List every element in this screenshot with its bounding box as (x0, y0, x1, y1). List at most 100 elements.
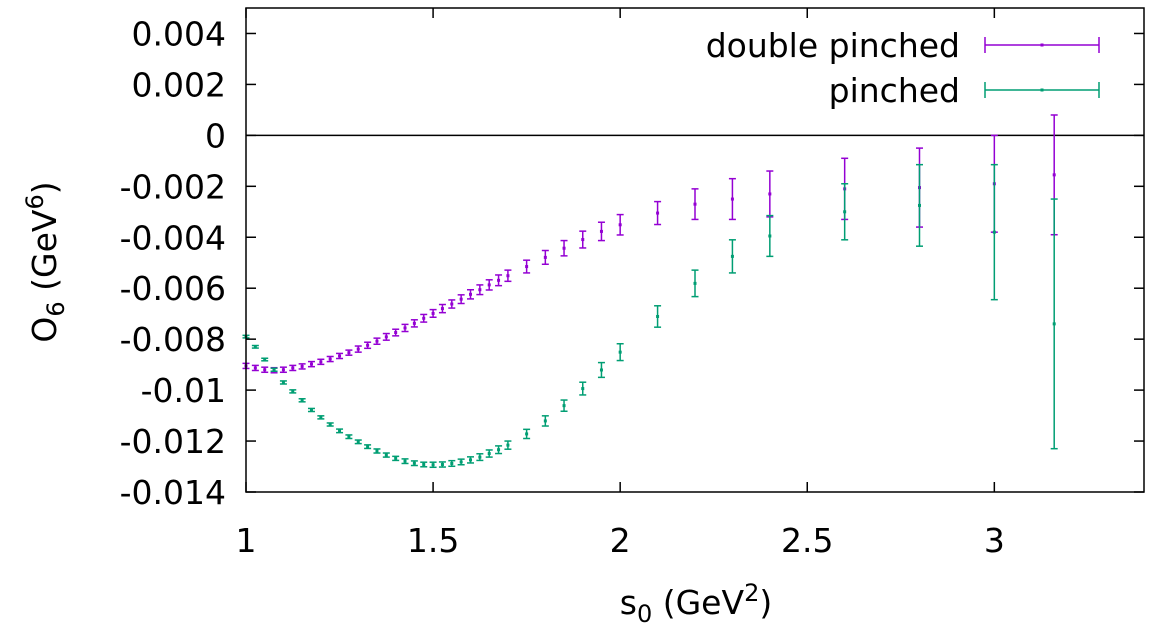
error-bar (728, 239, 736, 274)
data-point (412, 461, 416, 465)
y-tick-label: -0.004 (120, 218, 226, 257)
error-bar (654, 305, 662, 328)
data-point (403, 326, 407, 330)
error-bar (438, 461, 446, 468)
x-tick-label: 1.5 (407, 521, 459, 560)
error-bar (364, 341, 372, 350)
data-point (384, 335, 388, 339)
legend-marker (1040, 88, 1044, 92)
data-point (422, 316, 426, 320)
legend-entry-0: double pinched (706, 26, 1100, 65)
x-tick-label: 2.5 (781, 521, 833, 560)
x-axis-title-close: ) (759, 583, 772, 622)
data-point (599, 229, 603, 233)
error-bar (326, 355, 334, 363)
data-point (656, 211, 660, 215)
error-bar (523, 259, 531, 274)
error-bar (476, 284, 484, 296)
error-bar (373, 337, 381, 346)
data-point (281, 380, 285, 384)
error-bar (523, 428, 531, 440)
error-bar (485, 279, 493, 291)
error-bar (261, 366, 269, 374)
y-tick-label: 0.002 (132, 65, 226, 104)
data-point (450, 461, 454, 465)
data-point (487, 452, 491, 456)
y-tick-label: 0 (205, 116, 226, 155)
y-axis-title: O6 (GeV6) (21, 181, 70, 342)
error-bar (448, 299, 456, 309)
error-bar (766, 214, 774, 258)
data-point (992, 230, 996, 234)
data-point (478, 455, 482, 459)
error-bar (251, 344, 259, 349)
data-point (338, 429, 342, 433)
data-point (487, 283, 491, 287)
data-point (366, 445, 370, 449)
data-point (309, 362, 313, 366)
x-axis-title-sup: 2 (744, 579, 759, 607)
error-bar (841, 183, 849, 241)
error-bar (504, 440, 512, 450)
data-point (506, 443, 510, 447)
error-bar (345, 434, 353, 440)
error-bar (364, 444, 372, 450)
plot-frame (245, 7, 1145, 493)
data-point (562, 246, 566, 250)
error-bar (504, 269, 512, 283)
error-bar (392, 455, 400, 462)
y-tick-label: -0.01 (141, 371, 226, 410)
data-point (338, 354, 342, 358)
error-bar (495, 274, 503, 287)
error-bar (541, 415, 549, 427)
x-tick-label: 3 (984, 521, 1005, 560)
error-bar (336, 352, 344, 360)
error-bar (289, 389, 297, 394)
legend: double pinched pinched (706, 26, 1100, 110)
error-bar (279, 366, 287, 374)
data-point (543, 255, 547, 259)
data-point (319, 415, 323, 419)
data-point (272, 368, 276, 372)
data-point (347, 351, 351, 355)
legend-entry-1: pinched (829, 71, 1100, 110)
error-bar (495, 445, 503, 455)
legend-label: pinched (829, 71, 960, 110)
legend-label: double pinched (706, 26, 960, 65)
data-point (459, 460, 463, 464)
error-bar (251, 364, 259, 372)
data-point (309, 408, 313, 412)
error-bar (382, 452, 390, 458)
error-bar (326, 422, 334, 427)
error-bar (336, 428, 344, 434)
data-point (347, 435, 351, 439)
x-axis-title-unit: (GeV (652, 583, 744, 622)
data-point (497, 448, 501, 452)
error-bar (597, 361, 605, 379)
y-axis-title-unit: (GeV (25, 209, 64, 301)
error-bar (410, 319, 418, 328)
x-tick-label: 1 (236, 521, 257, 560)
y-tick-label: -0.008 (120, 320, 226, 359)
error-bar (691, 269, 699, 298)
data-point (300, 398, 304, 402)
data-point (581, 387, 585, 391)
data-point (291, 389, 295, 393)
data-point (1052, 322, 1056, 326)
data-point (366, 343, 370, 347)
data-point (459, 297, 463, 301)
data-point (618, 350, 622, 354)
error-bar (420, 313, 428, 323)
data-point (356, 440, 360, 444)
data-point (506, 274, 510, 278)
error-bar (916, 163, 923, 247)
data-point (768, 234, 772, 238)
error-bar (345, 349, 353, 356)
error-bar (317, 415, 325, 420)
data-point (525, 432, 529, 436)
y-tick-label: -0.014 (120, 473, 226, 512)
error-bar (420, 461, 428, 468)
error-bar (990, 163, 998, 301)
series-1 (242, 163, 1058, 469)
